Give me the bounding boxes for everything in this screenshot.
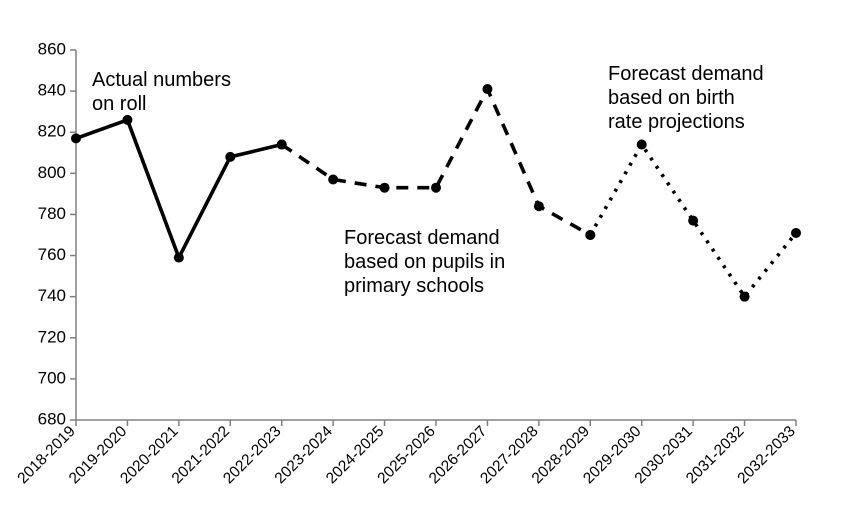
series-line-actual [76, 120, 282, 258]
series-marker-forecast_primary [380, 183, 390, 193]
y-tick-label: 840 [38, 81, 66, 100]
y-tick-label: 780 [38, 204, 66, 223]
series-marker-forecast_birth [637, 140, 647, 150]
line-chart: 680 700 720 740 760 780 800 820 840 860 2018-20192… [0, 0, 850, 509]
series-marker-forecast_primary [534, 201, 544, 211]
series-marker-forecast_primary [431, 183, 441, 193]
annotation-birth: Forecast demandbased on birthrate projec… [608, 63, 764, 133]
series-marker-actual [122, 115, 132, 125]
series-marker-forecast_birth [791, 228, 801, 238]
series-marker-forecast_birth [740, 292, 750, 302]
annotations: Actual numberson roll Forecast demandbase… [92, 63, 764, 297]
series-marker-actual [174, 253, 184, 263]
series-marker-actual [71, 133, 81, 143]
series-marker-forecast_birth [585, 230, 595, 240]
y-tick-label: 860 [38, 39, 66, 58]
series-line-forecast_primary [282, 89, 591, 235]
annotation-actual: Actual numberson roll [92, 69, 231, 115]
x-ticks: 2018-20192019-20202020-20212021-20222022… [14, 420, 798, 487]
series-marker-forecast_primary [328, 175, 338, 185]
y-ticks: 680 700 720 740 760 780 800 820 840 860 [38, 39, 76, 428]
series-marker-forecast_primary [482, 84, 492, 94]
series-marker-forecast_birth [688, 216, 698, 226]
y-tick-label: 760 [38, 245, 66, 264]
y-tick-label: 800 [38, 163, 66, 182]
annotation-primary: Forecast demandbased on pupils inprimary… [344, 227, 505, 297]
series-marker-actual [225, 152, 235, 162]
y-tick-label: 740 [38, 286, 66, 305]
series-marker-forecast_primary [277, 140, 287, 150]
y-tick-label: 820 [38, 122, 66, 141]
y-tick-label: 680 [38, 409, 66, 428]
chart-container: 680 700 720 740 760 780 800 820 840 860 2018-20192… [0, 0, 850, 509]
y-tick-label: 720 [38, 327, 66, 346]
y-tick-label: 700 [38, 368, 66, 387]
